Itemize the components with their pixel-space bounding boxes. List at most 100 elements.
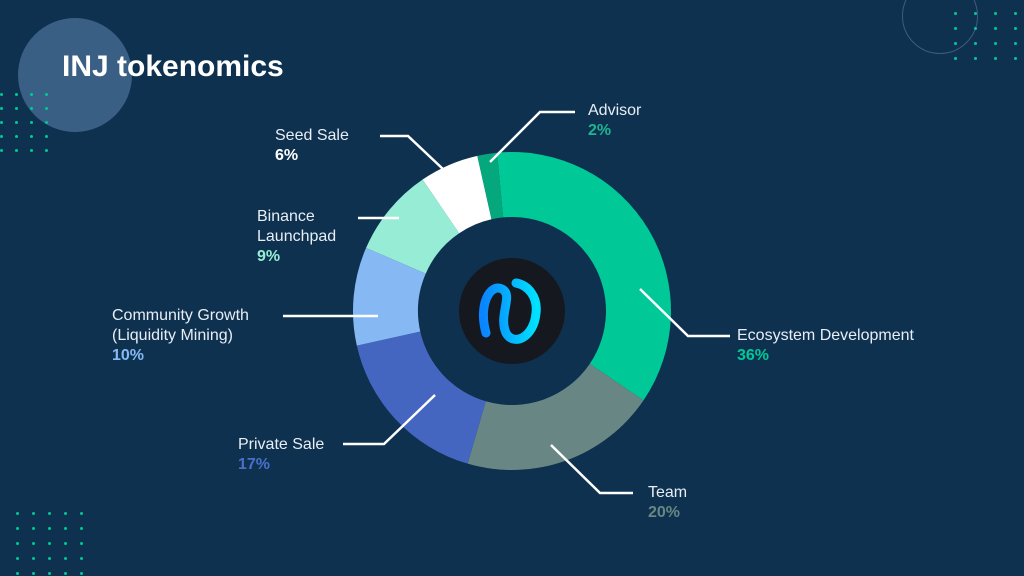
dot xyxy=(64,512,67,515)
dot xyxy=(80,512,83,515)
dot xyxy=(1014,27,1017,30)
injective-logo-icon xyxy=(459,258,565,364)
dot xyxy=(16,572,19,575)
dot xyxy=(1014,12,1017,15)
dot xyxy=(30,135,33,138)
dot xyxy=(32,557,35,560)
dot xyxy=(32,572,35,575)
dot xyxy=(80,542,83,545)
label-binance-launchpad: Binance Launchpad 9% xyxy=(257,207,336,267)
dot xyxy=(15,107,18,110)
dot xyxy=(45,121,48,124)
decorative-dot-grid xyxy=(954,12,1017,60)
dot xyxy=(64,542,67,545)
dot xyxy=(0,107,3,110)
donut-slice-ecosystem-development xyxy=(497,152,671,401)
donut-slice-seed-sale xyxy=(422,155,492,234)
dot xyxy=(64,557,67,560)
dot xyxy=(15,135,18,138)
label-percent: 36% xyxy=(737,347,770,364)
label-name: Binance xyxy=(257,208,315,225)
donut-slice-private-sale xyxy=(356,331,486,464)
dot xyxy=(48,542,51,545)
label-name: Ecosystem Development xyxy=(737,327,914,344)
dot xyxy=(16,527,19,530)
dot xyxy=(954,42,957,45)
label-name: Private Sale xyxy=(238,436,325,453)
label-percent: 6% xyxy=(275,147,299,164)
label-percent: 9% xyxy=(257,248,281,265)
label-percent: 20% xyxy=(648,504,681,521)
dot xyxy=(48,527,51,530)
label-ecosystem-development: Ecosystem Development 36% xyxy=(737,326,914,366)
leader-line xyxy=(639,288,730,338)
donut-slice-community-growth-liquidity-mining xyxy=(352,247,426,346)
dot xyxy=(32,542,35,545)
dot xyxy=(30,121,33,124)
page-title: INJ tokenomics xyxy=(62,50,284,83)
leader-line xyxy=(489,110,575,163)
decorative-dot-grid xyxy=(16,512,83,575)
label-advisor: Advisor 2% xyxy=(588,101,641,141)
donut-slice-advisor xyxy=(477,152,504,220)
label-name: Team xyxy=(648,484,688,501)
label-name: (Liquidity Mining) xyxy=(112,327,233,344)
dot xyxy=(994,12,997,15)
dot xyxy=(954,57,957,60)
dot xyxy=(974,12,977,15)
decorative-dot-grid xyxy=(0,93,48,152)
label-name: Launchpad xyxy=(257,228,337,245)
dot xyxy=(974,42,977,45)
dot xyxy=(1014,42,1017,45)
dot xyxy=(45,93,48,96)
label-name: Advisor xyxy=(588,102,642,119)
dot xyxy=(994,42,997,45)
dot xyxy=(30,149,33,152)
dot xyxy=(45,135,48,138)
dot xyxy=(32,527,35,530)
dot xyxy=(0,149,3,152)
label-seed-sale: Seed Sale 6% xyxy=(275,126,349,166)
decorative-circle xyxy=(18,18,132,132)
dot xyxy=(0,121,3,124)
injective-logo-mark xyxy=(478,278,541,344)
dot xyxy=(15,149,18,152)
dot xyxy=(48,557,51,560)
label-private-sale: Private Sale 17% xyxy=(238,435,324,475)
dot xyxy=(80,557,83,560)
dot xyxy=(1014,57,1017,60)
dot xyxy=(974,57,977,60)
dot xyxy=(16,557,19,560)
label-name: Seed Sale xyxy=(275,127,349,144)
dot xyxy=(954,27,957,30)
donut-slice-binance-launchpad xyxy=(366,179,460,274)
dot xyxy=(0,93,3,96)
dot xyxy=(954,12,957,15)
label-community-growth: Community Growth (Liquidity Mining) 10% xyxy=(112,306,249,366)
label-percent: 2% xyxy=(588,122,612,139)
leader-line xyxy=(550,444,633,495)
dot xyxy=(64,527,67,530)
dot xyxy=(64,572,67,575)
dot xyxy=(30,107,33,110)
leader-line xyxy=(343,394,436,446)
label-percent: 10% xyxy=(112,347,145,364)
leader-line xyxy=(380,134,445,171)
dot xyxy=(48,572,51,575)
dot xyxy=(0,135,3,138)
dot xyxy=(994,27,997,30)
dot xyxy=(974,27,977,30)
dot xyxy=(80,527,83,530)
dot xyxy=(45,107,48,110)
dot xyxy=(16,512,19,515)
dot xyxy=(32,512,35,515)
dot xyxy=(30,93,33,96)
label-name: Community Growth xyxy=(112,307,249,324)
dot xyxy=(80,572,83,575)
label-team: Team 20% xyxy=(648,483,687,523)
dot xyxy=(15,121,18,124)
label-percent: 17% xyxy=(238,456,271,473)
dot xyxy=(16,542,19,545)
dot xyxy=(994,57,997,60)
